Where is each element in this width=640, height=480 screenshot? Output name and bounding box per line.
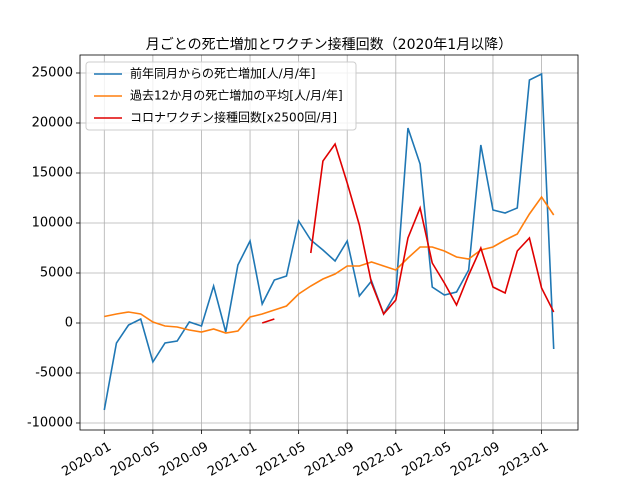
x-tick-label: 2020-09 <box>157 440 212 480</box>
chart-title: 月ごとの死亡増加とワクチン接種回数（2020年1月以降） <box>146 36 512 53</box>
x-tick-label: 2022-01 <box>351 440 406 480</box>
y-tick-label: 5000 <box>40 266 73 281</box>
y-tick-label: -10000 <box>27 416 73 431</box>
x-tick-label: 2022-09 <box>448 440 503 480</box>
legend-box <box>85 61 357 131</box>
y-tick-label: 10000 <box>32 216 73 231</box>
series-line <box>261 318 275 324</box>
y-tick-label: 25000 <box>32 66 73 81</box>
series-line <box>309 142 555 316</box>
legend-label: コロナワクチン接種回数[x2500回/月] <box>130 110 337 125</box>
legend-label: 前年同月からの死亡増加[人/月/年] <box>130 66 315 81</box>
legend-label: 過去12か月の死亡増加の平均[人/月/年] <box>130 89 343 103</box>
x-tick-label: 2021-01 <box>205 440 260 480</box>
x-tick-label: 2021-09 <box>302 440 357 480</box>
y-tick-label: -5000 <box>35 366 73 381</box>
x-tick-label: 2023-01 <box>497 440 552 480</box>
y-tick-label: 15000 <box>32 166 73 181</box>
legend: 前年同月からの死亡増加[人/月/年] 過去12か月の死亡増加の平均[人/月/年] コ… <box>85 61 357 131</box>
x-tick-label: 2021-05 <box>254 440 309 480</box>
series-line <box>103 72 555 411</box>
x-tick-label: 2022-05 <box>400 440 455 480</box>
y-tick-label: 0 <box>65 316 73 331</box>
y-tick-label: 20000 <box>32 116 73 131</box>
x-tick-label: 2020-01 <box>59 440 114 480</box>
x-tick-label: 2020-05 <box>108 440 163 480</box>
plot-frame <box>79 54 579 431</box>
